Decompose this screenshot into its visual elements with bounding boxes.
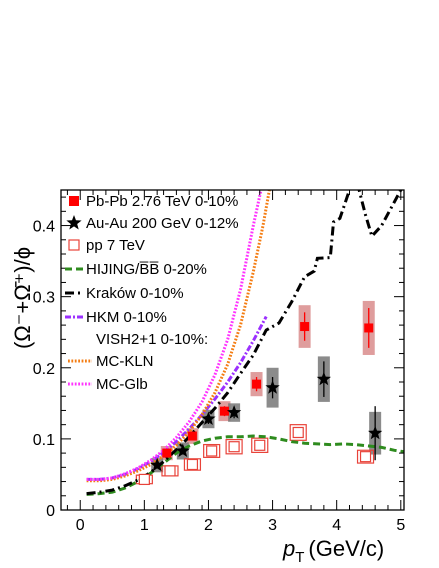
- legend-marker-pp: [68, 239, 80, 251]
- legend-label: Kraków 0-10%: [86, 285, 184, 302]
- point-auau: [201, 411, 216, 426]
- point-auau: [226, 405, 242, 419]
- legend-label: MC-Glb: [96, 376, 148, 393]
- sys-box: [225, 439, 243, 455]
- point-auau: [316, 371, 331, 386]
- x-tick-label: 1: [140, 517, 149, 534]
- legend-marker-auau: [66, 215, 82, 230]
- point-pp: [164, 465, 176, 477]
- point-pp: [359, 451, 372, 463]
- x-axis-title: pT (GeV/c): [282, 536, 384, 566]
- sys-box: [251, 437, 269, 453]
- x-tick-label: 0: [76, 517, 85, 534]
- legend-label: HIJING/B̅B̅ 0-20%: [86, 261, 207, 278]
- x-tick-label: 2: [204, 517, 213, 534]
- point-pbpb: [162, 448, 172, 458]
- point-pp: [138, 473, 150, 486]
- point-auau: [175, 443, 190, 458]
- x-tick-label: 4: [332, 517, 341, 534]
- legend-label: MC-KLN: [96, 353, 154, 370]
- legend-label: Pb-Pb 2.76 TeV 0-10%: [86, 193, 238, 210]
- point-pbpb: [187, 431, 197, 441]
- legend-label: pp 7 TeV: [86, 237, 145, 254]
- y-tick-label: 0.3: [33, 290, 55, 307]
- legend-marker-pbpb: [69, 196, 79, 206]
- curve-hijingbb: [86, 434, 404, 496]
- sys-box: [203, 443, 221, 458]
- y-tick-label: 0.1: [33, 432, 55, 449]
- curve-krakw: [86, 190, 403, 496]
- point-pp: [254, 439, 266, 451]
- legend-label: Au-Au 200 GeV 0-12%: [86, 215, 239, 232]
- point-pp: [206, 445, 218, 457]
- sys-box: [183, 458, 202, 471]
- data-markers: [138, 322, 383, 486]
- y-tick-label: 0.4: [33, 219, 55, 236]
- sys-box: [289, 424, 307, 441]
- point-auau: [368, 425, 383, 440]
- plot-frame: [60, 189, 405, 511]
- y-axis-title: (Ω⁻+Ω̄⁺)/ϕ: [10, 247, 35, 349]
- sys-box: [356, 449, 375, 464]
- point-pbpb: [300, 322, 310, 332]
- y-tick-label: 0: [46, 503, 55, 520]
- point-auau: [150, 457, 165, 472]
- axis-ticks: 0 1 2 3 4 5 0 0.1 0.2 0.3 0.4: [33, 190, 405, 534]
- x-tick-label: 5: [396, 517, 405, 534]
- point-pp: [292, 426, 304, 439]
- curve-mcglb: [86, 190, 263, 481]
- x-tick-label: 3: [268, 517, 277, 534]
- curve-hkm: [86, 315, 268, 481]
- point-pbpb: [252, 379, 262, 389]
- point-pbpb: [364, 323, 374, 333]
- y-tick-label: 0.2: [33, 361, 55, 378]
- point-pp: [186, 458, 199, 471]
- legend-header: VISH2+1 0-10%:: [96, 331, 208, 348]
- legend-label: HKM 0-10%: [86, 309, 167, 326]
- point-pbpb: [219, 406, 229, 416]
- legend: Pb-Pb 2.76 TeV 0-10% Au-Au 200 GeV 0-12% p…: [65, 193, 239, 393]
- point-pp: [228, 441, 240, 453]
- point-auau: [265, 380, 280, 394]
